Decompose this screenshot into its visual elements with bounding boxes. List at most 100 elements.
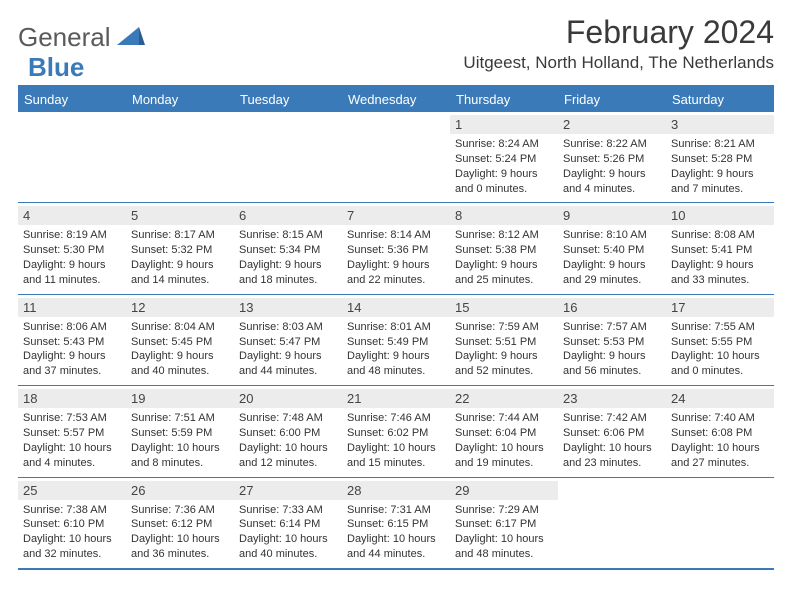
day-number: 6 xyxy=(234,206,342,225)
day-info: Sunrise: 7:40 AMSunset: 6:08 PMDaylight:… xyxy=(671,411,769,470)
day-headers-row: SundayMondayTuesdayWednesdayThursdayFrid… xyxy=(18,87,774,112)
day-info: Sunrise: 8:14 AMSunset: 5:36 PMDaylight:… xyxy=(347,228,445,287)
day-number: 8 xyxy=(450,206,558,225)
day-info: Sunrise: 8:15 AMSunset: 5:34 PMDaylight:… xyxy=(239,228,337,287)
day-number: 18 xyxy=(18,389,126,408)
day-number: 11 xyxy=(18,298,126,317)
day-info: Sunrise: 7:55 AMSunset: 5:55 PMDaylight:… xyxy=(671,320,769,379)
day-number: 13 xyxy=(234,298,342,317)
day-info: Sunrise: 7:59 AMSunset: 5:51 PMDaylight:… xyxy=(455,320,553,379)
day-info: Sunrise: 8:24 AMSunset: 5:24 PMDaylight:… xyxy=(455,137,553,196)
calendar-cell: 14 Sunrise: 8:01 AMSunset: 5:49 PMDayligh… xyxy=(342,295,450,385)
calendar-cell: 19 Sunrise: 7:51 AMSunset: 5:59 PMDayligh… xyxy=(126,386,234,476)
logo: General xyxy=(18,22,147,53)
day-number: 29 xyxy=(450,481,558,500)
logo-text-2: Blue xyxy=(28,52,84,83)
day-number: 25 xyxy=(18,481,126,500)
day-info: Sunrise: 7:46 AMSunset: 6:02 PMDaylight:… xyxy=(347,411,445,470)
day-header: Tuesday xyxy=(234,87,342,112)
day-info: Sunrise: 8:12 AMSunset: 5:38 PMDaylight:… xyxy=(455,228,553,287)
day-number: 4 xyxy=(18,206,126,225)
day-number: 19 xyxy=(126,389,234,408)
day-header: Wednesday xyxy=(342,87,450,112)
day-number: 22 xyxy=(450,389,558,408)
calendar-cell: 29 Sunrise: 7:29 AMSunset: 6:17 PMDayligh… xyxy=(450,478,558,568)
day-number: 1 xyxy=(450,115,558,134)
calendar-cell: 11 Sunrise: 8:06 AMSunset: 5:43 PMDayligh… xyxy=(18,295,126,385)
day-number: 14 xyxy=(342,298,450,317)
calendar-cell: 4 Sunrise: 8:19 AMSunset: 5:30 PMDaylight… xyxy=(18,203,126,293)
calendar-cell-empty xyxy=(126,112,234,202)
calendar-cell-empty xyxy=(234,112,342,202)
calendar-cell: 25 Sunrise: 7:38 AMSunset: 6:10 PMDayligh… xyxy=(18,478,126,568)
logo-triangle-icon xyxy=(117,25,145,50)
calendar-cell: 15 Sunrise: 7:59 AMSunset: 5:51 PMDayligh… xyxy=(450,295,558,385)
day-info: Sunrise: 7:51 AMSunset: 5:59 PMDaylight:… xyxy=(131,411,229,470)
calendar: SundayMondayTuesdayWednesdayThursdayFrid… xyxy=(18,85,774,570)
day-info: Sunrise: 7:36 AMSunset: 6:12 PMDaylight:… xyxy=(131,503,229,562)
calendar-cell-empty xyxy=(666,478,774,568)
day-number: 15 xyxy=(450,298,558,317)
day-number: 10 xyxy=(666,206,774,225)
calendar-cell: 9Sunrise: 8:10 AMSunset: 5:40 PMDaylight… xyxy=(558,203,666,293)
calendar-cell: 3Sunrise: 8:21 AMSunset: 5:28 PMDaylight… xyxy=(666,112,774,202)
calendar-cell: 27 Sunrise: 7:33 AMSunset: 6:14 PMDayligh… xyxy=(234,478,342,568)
day-info: Sunrise: 8:01 AMSunset: 5:49 PMDaylight:… xyxy=(347,320,445,379)
day-number: 5 xyxy=(126,206,234,225)
calendar-cell: 17 Sunrise: 7:55 AMSunset: 5:55 PMDayligh… xyxy=(666,295,774,385)
calendar-cell: 8 Sunrise: 8:12 AMSunset: 5:38 PMDaylight… xyxy=(450,203,558,293)
day-info: Sunrise: 8:06 AMSunset: 5:43 PMDaylight:… xyxy=(23,320,121,379)
calendar-cell: 24 Sunrise: 7:40 AMSunset: 6:08 PMDayligh… xyxy=(666,386,774,476)
calendar-cell: 21 Sunrise: 7:46 AMSunset: 6:02 PMDayligh… xyxy=(342,386,450,476)
day-info: Sunrise: 8:03 AMSunset: 5:47 PMDaylight:… xyxy=(239,320,337,379)
calendar-week: 11 Sunrise: 8:06 AMSunset: 5:43 PMDayligh… xyxy=(18,295,774,386)
calendar-cell: 23 Sunrise: 7:42 AMSunset: 6:06 PMDayligh… xyxy=(558,386,666,476)
day-number: 12 xyxy=(126,298,234,317)
day-info: Sunrise: 7:42 AMSunset: 6:06 PMDaylight:… xyxy=(563,411,661,470)
day-number: 27 xyxy=(234,481,342,500)
day-info: Sunrise: 8:17 AMSunset: 5:32 PMDaylight:… xyxy=(131,228,229,287)
calendar-cell: 7 Sunrise: 8:14 AMSunset: 5:36 PMDaylight… xyxy=(342,203,450,293)
calendar-cell: 28 Sunrise: 7:31 AMSunset: 6:15 PMDayligh… xyxy=(342,478,450,568)
day-number: 21 xyxy=(342,389,450,408)
day-number: 3 xyxy=(666,115,774,134)
calendar-week: 4 Sunrise: 8:19 AMSunset: 5:30 PMDaylight… xyxy=(18,203,774,294)
day-info: Sunrise: 8:22 AMSunset: 5:26 PMDaylight:… xyxy=(563,137,661,196)
day-header: Saturday xyxy=(666,87,774,112)
calendar-cell: 1 Sunrise: 8:24 AMSunset: 5:24 PMDaylight… xyxy=(450,112,558,202)
day-info: Sunrise: 8:19 AMSunset: 5:30 PMDaylight:… xyxy=(23,228,121,287)
day-number: 16 xyxy=(558,298,666,317)
page-header: General February 2024 Uitgeest, North Ho… xyxy=(18,14,774,73)
day-number: 24 xyxy=(666,389,774,408)
calendar-cell: 20Sunrise: 7:48 AMSunset: 6:00 PMDayligh… xyxy=(234,386,342,476)
day-number: 20 xyxy=(234,389,342,408)
day-info: Sunrise: 7:31 AMSunset: 6:15 PMDaylight:… xyxy=(347,503,445,562)
day-header: Monday xyxy=(126,87,234,112)
day-info: Sunrise: 8:04 AMSunset: 5:45 PMDaylight:… xyxy=(131,320,229,379)
calendar-week: 1 Sunrise: 8:24 AMSunset: 5:24 PMDaylight… xyxy=(18,112,774,203)
day-header: Friday xyxy=(558,87,666,112)
calendar-cell: 22Sunrise: 7:44 AMSunset: 6:04 PMDayligh… xyxy=(450,386,558,476)
day-info: Sunrise: 8:10 AMSunset: 5:40 PMDaylight:… xyxy=(563,228,661,287)
day-number: 23 xyxy=(558,389,666,408)
calendar-week: 18 Sunrise: 7:53 AMSunset: 5:57 PMDayligh… xyxy=(18,386,774,477)
calendar-cell: 2Sunrise: 8:22 AMSunset: 5:26 PMDaylight… xyxy=(558,112,666,202)
day-info: Sunrise: 7:57 AMSunset: 5:53 PMDaylight:… xyxy=(563,320,661,379)
day-header: Thursday xyxy=(450,87,558,112)
day-info: Sunrise: 7:29 AMSunset: 6:17 PMDaylight:… xyxy=(455,503,553,562)
calendar-cell: 26 Sunrise: 7:36 AMSunset: 6:12 PMDayligh… xyxy=(126,478,234,568)
calendar-week: 25 Sunrise: 7:38 AMSunset: 6:10 PMDayligh… xyxy=(18,478,774,570)
day-info: Sunrise: 7:53 AMSunset: 5:57 PMDaylight:… xyxy=(23,411,121,470)
calendar-cell: 16 Sunrise: 7:57 AMSunset: 5:53 PMDayligh… xyxy=(558,295,666,385)
location-text: Uitgeest, North Holland, The Netherlands xyxy=(463,53,774,73)
day-number: 7 xyxy=(342,206,450,225)
day-number: 26 xyxy=(126,481,234,500)
day-info: Sunrise: 7:33 AMSunset: 6:14 PMDaylight:… xyxy=(239,503,337,562)
logo-text-1: General xyxy=(18,22,111,53)
day-info: Sunrise: 7:38 AMSunset: 6:10 PMDaylight:… xyxy=(23,503,121,562)
day-number: 17 xyxy=(666,298,774,317)
month-title: February 2024 xyxy=(463,14,774,51)
calendar-cell: 6 Sunrise: 8:15 AMSunset: 5:34 PMDaylight… xyxy=(234,203,342,293)
day-number: 28 xyxy=(342,481,450,500)
calendar-cell: 18 Sunrise: 7:53 AMSunset: 5:57 PMDayligh… xyxy=(18,386,126,476)
